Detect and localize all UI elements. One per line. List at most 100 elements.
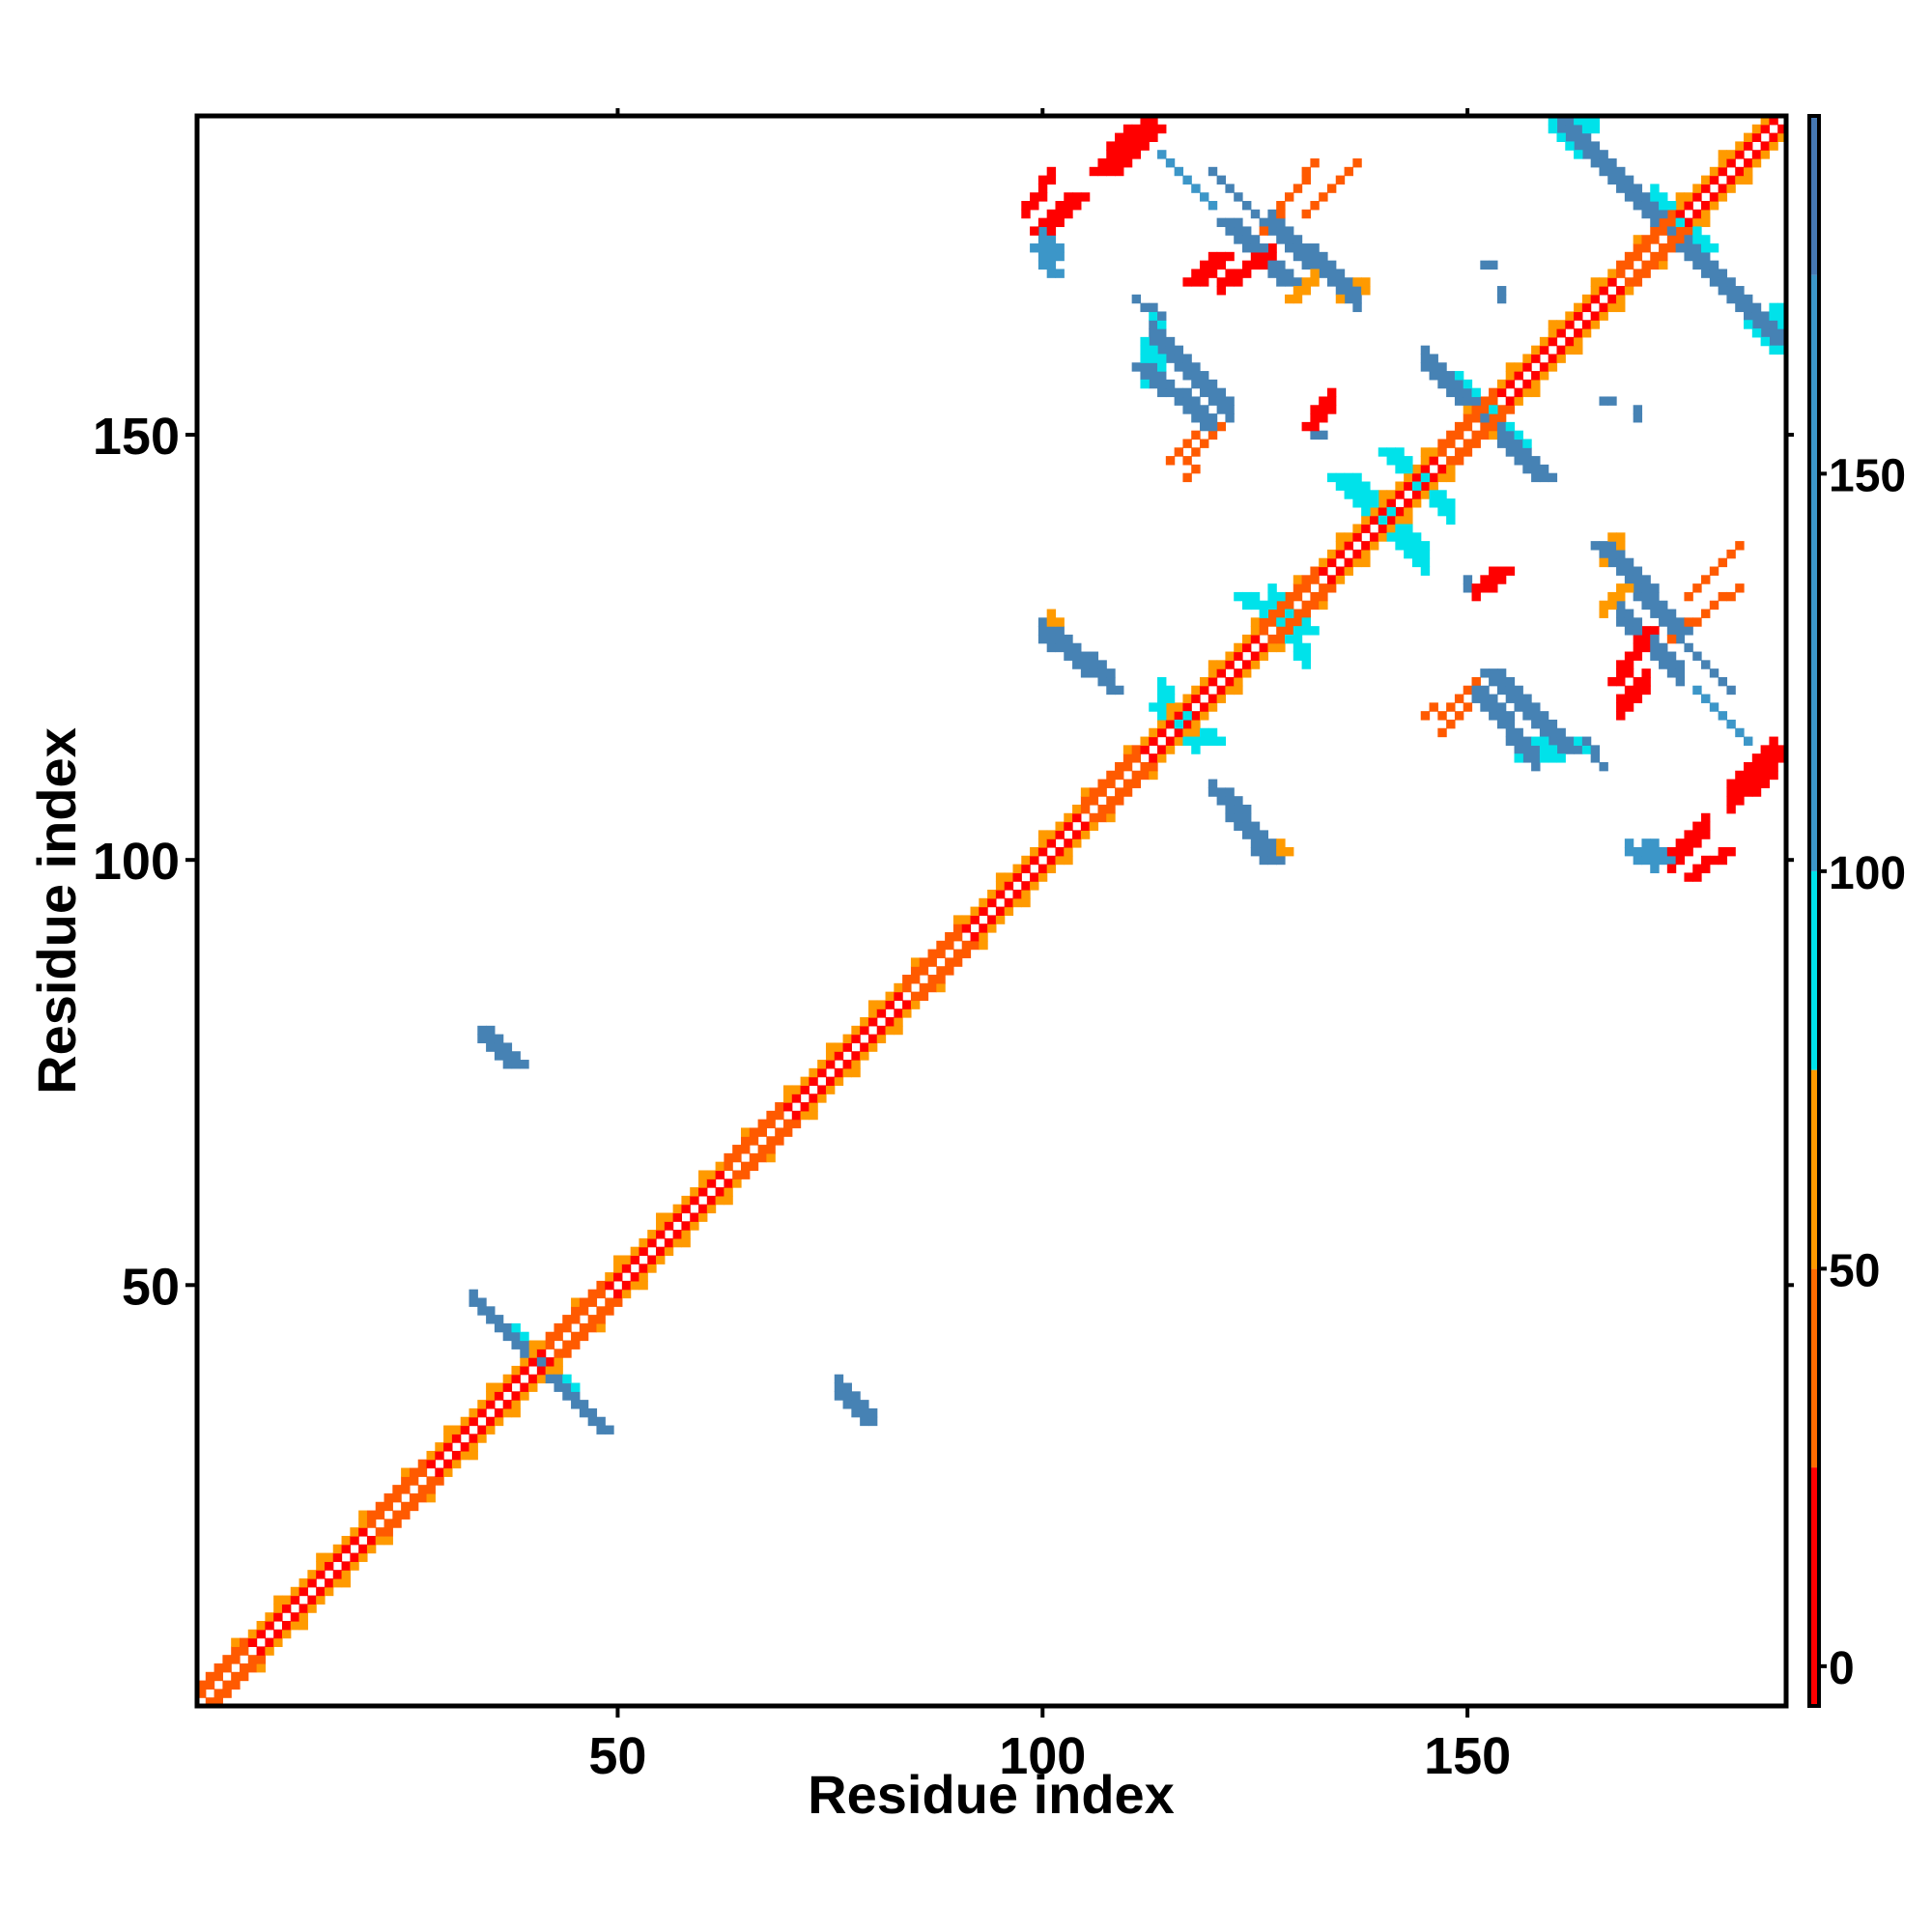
heatmap-cell: [1760, 311, 1771, 321]
heatmap-cell: [1310, 243, 1320, 253]
heatmap-cell: [1777, 753, 1787, 763]
heatmap-cell: [1131, 132, 1142, 142]
heatmap-cell: [1692, 821, 1702, 831]
heatmap-cell: [1633, 642, 1643, 653]
heatmap-cell: [1496, 387, 1507, 398]
heatmap-cell: [867, 1416, 878, 1427]
heatmap-cell: [1744, 787, 1753, 797]
heatmap-cell: [1701, 209, 1711, 219]
heatmap-cell: [1106, 804, 1116, 814]
heatmap-cell: [1386, 447, 1396, 457]
heatmap-cell: [1174, 711, 1184, 721]
heatmap-cell: [1607, 591, 1617, 602]
colorbar-band: [1809, 274, 1819, 871]
heatmap-cell: [1607, 158, 1617, 168]
heatmap-cell: [1607, 269, 1617, 278]
heatmap-cell: [426, 1450, 436, 1461]
heatmap-cell: [409, 1501, 419, 1512]
heatmap-cell: [1182, 387, 1192, 398]
heatmap-cell: [1055, 634, 1065, 644]
y-tick-label: 100: [93, 833, 180, 891]
heatmap-cell: [1030, 243, 1039, 253]
heatmap-cell: [1149, 116, 1158, 126]
heatmap-cell: [1633, 685, 1643, 696]
heatmap-cell: [698, 1187, 708, 1197]
heatmap-cell: [358, 1527, 368, 1537]
heatmap-cell: [1446, 472, 1456, 483]
heatmap-cell: [1165, 719, 1176, 729]
heatmap-cell: [1352, 532, 1362, 542]
heatmap-cell: [656, 1255, 666, 1264]
heatmap-cell: [1659, 642, 1668, 653]
heatmap-cell: [1131, 124, 1142, 134]
heatmap-cell: [579, 1407, 589, 1418]
heatmap-cell: [1624, 846, 1634, 857]
heatmap-cell: [1293, 617, 1303, 627]
heatmap-cell: [298, 1612, 308, 1622]
heatmap-cell: [1556, 354, 1566, 363]
heatmap-cell: [1140, 379, 1150, 389]
heatmap-cell: [1675, 676, 1686, 687]
heatmap-cell: [1633, 575, 1643, 584]
heatmap-cell: [1675, 192, 1686, 202]
heatmap-cell: [1599, 302, 1608, 313]
heatmap-cell: [1522, 354, 1532, 363]
heatmap-cell: [1701, 609, 1711, 618]
heatmap-cell: [1037, 251, 1048, 262]
heatmap-cell: [1064, 634, 1073, 644]
heatmap-cell: [1454, 694, 1464, 703]
heatmap-cell: [1556, 345, 1566, 355]
heatmap-cell: [231, 1637, 241, 1647]
heatmap-cell: [834, 1067, 844, 1078]
heatmap-cell: [426, 1459, 436, 1469]
heatmap-cell: [927, 949, 937, 959]
heatmap-cell: [435, 1450, 444, 1461]
heatmap-cell: [1709, 166, 1719, 177]
heatmap-cell: [1157, 685, 1167, 696]
heatmap-cell: [1641, 676, 1651, 687]
heatmap-cell: [757, 1119, 767, 1129]
heatmap-cell: [1301, 617, 1311, 627]
heatmap-cell: [1581, 320, 1592, 329]
heatmap-cell: [1692, 226, 1702, 236]
heatmap-cell: [1140, 302, 1150, 313]
heatmap-cell: [1480, 430, 1490, 440]
heatmap-cell: [1769, 328, 1778, 338]
heatmap-cell: [1650, 855, 1660, 866]
heatmap-cell: [1616, 694, 1626, 703]
heatmap-cell: [1149, 354, 1158, 363]
heatmap-cell: [987, 897, 997, 908]
heatmap-cell: [1149, 311, 1158, 321]
heatmap-cell: [477, 1034, 487, 1044]
heatmap-cell: [1319, 269, 1328, 278]
heatmap-cell: [1021, 889, 1031, 899]
heatmap-cell: [1701, 235, 1711, 244]
heatmap-cell: [536, 1349, 547, 1358]
heatmap-cell: [1165, 336, 1176, 347]
heatmap-cell: [1046, 226, 1057, 236]
heatmap-cell: [1751, 311, 1762, 321]
heatmap-cell: [1641, 685, 1651, 696]
heatmap-cell: [1777, 345, 1787, 355]
heatmap-cell: [1599, 549, 1608, 559]
heatmap-cell: [1548, 336, 1558, 347]
heatmap-cell: [528, 1374, 538, 1384]
heatmap-cell: [1744, 761, 1753, 772]
heatmap-cell: [197, 1689, 207, 1698]
heatmap-cell: [1624, 694, 1634, 703]
heatmap-cell: [1624, 277, 1634, 287]
heatmap-cell: [1659, 217, 1668, 228]
heatmap-cell: [1454, 371, 1464, 381]
heatmap-cell: [290, 1586, 300, 1597]
heatmap-cell: [842, 1042, 852, 1052]
heatmap-cell: [1641, 642, 1651, 653]
heatmap-cell: [605, 1306, 614, 1316]
heatmap-cell: [1276, 626, 1286, 636]
heatmap-cell: [1718, 166, 1728, 177]
heatmap-cell: [1293, 277, 1303, 287]
heatmap-cell: [1131, 141, 1142, 151]
heatmap-cell: [1115, 685, 1124, 696]
heatmap-cell: [1140, 336, 1150, 347]
heatmap-cell: [290, 1620, 300, 1631]
heatmap-cell: [876, 1009, 887, 1018]
